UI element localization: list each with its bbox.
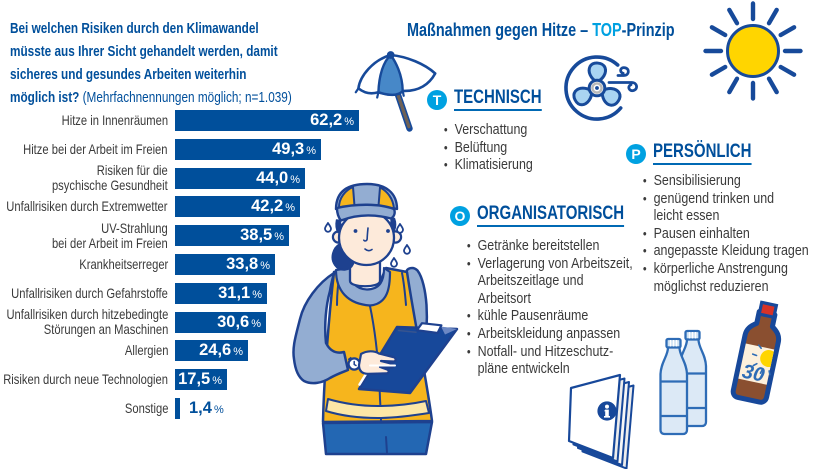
svg-text:30: 30 [740, 361, 766, 387]
